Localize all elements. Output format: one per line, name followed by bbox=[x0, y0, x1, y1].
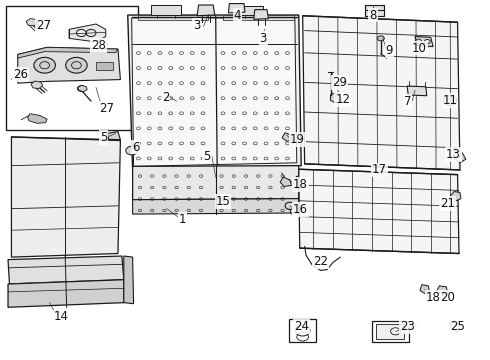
Text: 20: 20 bbox=[441, 291, 455, 304]
Polygon shape bbox=[18, 47, 118, 58]
Text: 24: 24 bbox=[294, 320, 309, 333]
Text: 13: 13 bbox=[446, 148, 461, 161]
Text: 27: 27 bbox=[99, 102, 114, 115]
Text: 15: 15 bbox=[216, 195, 230, 208]
Text: 18: 18 bbox=[293, 178, 308, 191]
Polygon shape bbox=[27, 114, 47, 123]
Polygon shape bbox=[228, 4, 245, 13]
Circle shape bbox=[66, 57, 87, 73]
Text: 5: 5 bbox=[203, 150, 211, 163]
Bar bbox=[365, 5, 384, 16]
Polygon shape bbox=[26, 19, 38, 26]
Polygon shape bbox=[128, 15, 301, 169]
Polygon shape bbox=[450, 192, 461, 201]
Polygon shape bbox=[132, 18, 297, 166]
Polygon shape bbox=[282, 133, 293, 141]
Polygon shape bbox=[437, 286, 448, 296]
Text: 29: 29 bbox=[332, 76, 347, 89]
Text: 3: 3 bbox=[260, 32, 267, 45]
Bar bbox=[138, 15, 208, 21]
Text: 1: 1 bbox=[179, 213, 187, 226]
Text: 28: 28 bbox=[91, 39, 106, 52]
Polygon shape bbox=[18, 47, 121, 83]
Circle shape bbox=[126, 146, 138, 155]
Polygon shape bbox=[78, 85, 87, 92]
Text: 5: 5 bbox=[100, 131, 107, 144]
Polygon shape bbox=[11, 137, 121, 257]
Text: 4: 4 bbox=[234, 9, 241, 22]
Bar bbox=[223, 15, 294, 21]
Text: 14: 14 bbox=[53, 310, 69, 324]
Bar bbox=[151, 5, 180, 15]
Text: 17: 17 bbox=[372, 163, 387, 176]
Polygon shape bbox=[124, 256, 134, 304]
Circle shape bbox=[77, 86, 85, 91]
Polygon shape bbox=[407, 86, 427, 96]
Polygon shape bbox=[197, 5, 215, 16]
Bar bbox=[372, 320, 409, 342]
Bar bbox=[376, 324, 404, 338]
Circle shape bbox=[377, 36, 384, 41]
Polygon shape bbox=[69, 24, 106, 42]
Polygon shape bbox=[299, 169, 459, 253]
Text: 25: 25 bbox=[450, 320, 465, 333]
Text: 18: 18 bbox=[426, 291, 441, 304]
Polygon shape bbox=[420, 285, 430, 294]
Text: 7: 7 bbox=[404, 95, 411, 108]
Text: 2: 2 bbox=[162, 91, 170, 104]
Text: 21: 21 bbox=[440, 197, 455, 210]
Bar bbox=[289, 319, 316, 342]
Polygon shape bbox=[331, 93, 342, 103]
Polygon shape bbox=[31, 81, 43, 89]
Text: 22: 22 bbox=[314, 255, 328, 268]
Text: 3: 3 bbox=[193, 19, 200, 32]
Polygon shape bbox=[254, 10, 269, 19]
Text: 6: 6 bbox=[132, 140, 139, 153]
Text: 12: 12 bbox=[335, 93, 350, 106]
Circle shape bbox=[34, 57, 55, 73]
Text: 26: 26 bbox=[13, 68, 28, 81]
Bar bbox=[239, 6, 263, 15]
Text: 10: 10 bbox=[412, 41, 427, 54]
Text: 19: 19 bbox=[290, 133, 305, 146]
Text: 9: 9 bbox=[386, 44, 393, 57]
Text: 23: 23 bbox=[400, 320, 415, 333]
Polygon shape bbox=[280, 177, 292, 186]
Bar bbox=[5, 6, 138, 130]
Polygon shape bbox=[8, 256, 124, 284]
Polygon shape bbox=[415, 37, 433, 46]
Polygon shape bbox=[133, 199, 299, 214]
Text: 8: 8 bbox=[369, 9, 377, 22]
Polygon shape bbox=[107, 132, 121, 141]
Text: 27: 27 bbox=[36, 19, 51, 32]
Polygon shape bbox=[303, 16, 460, 170]
Polygon shape bbox=[296, 176, 309, 189]
Bar bbox=[96, 62, 113, 69]
Text: 11: 11 bbox=[442, 94, 458, 107]
Polygon shape bbox=[8, 280, 124, 307]
Text: 16: 16 bbox=[293, 203, 308, 216]
Polygon shape bbox=[133, 166, 299, 200]
Polygon shape bbox=[454, 148, 466, 163]
